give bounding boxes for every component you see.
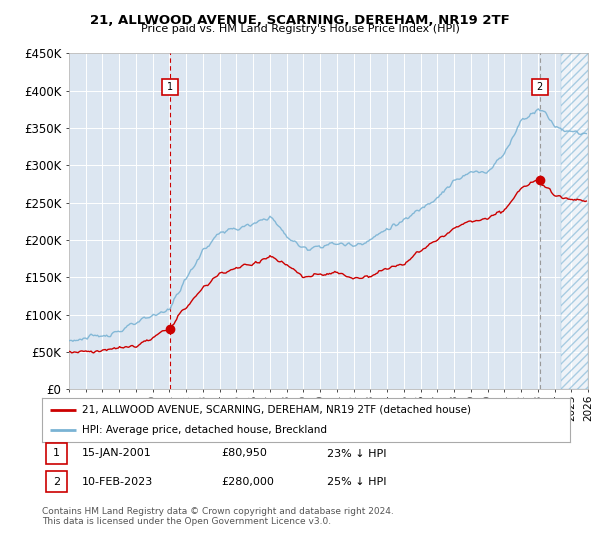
Text: £80,950: £80,950	[221, 449, 268, 459]
FancyBboxPatch shape	[46, 443, 67, 464]
Text: 1: 1	[167, 82, 173, 92]
Text: Price paid vs. HM Land Registry's House Price Index (HPI): Price paid vs. HM Land Registry's House …	[140, 24, 460, 34]
Text: 21, ALLWOOD AVENUE, SCARNING, DEREHAM, NR19 2TF: 21, ALLWOOD AVENUE, SCARNING, DEREHAM, N…	[90, 14, 510, 27]
Text: 2: 2	[536, 82, 543, 92]
Text: £280,000: £280,000	[221, 477, 274, 487]
Text: HPI: Average price, detached house, Breckland: HPI: Average price, detached house, Brec…	[82, 425, 326, 435]
Text: 10-FEB-2023: 10-FEB-2023	[82, 477, 153, 487]
Bar	[561, 53, 588, 389]
Text: 15-JAN-2001: 15-JAN-2001	[82, 449, 151, 459]
Text: 23% ↓ HPI: 23% ↓ HPI	[327, 449, 386, 459]
Text: 21, ALLWOOD AVENUE, SCARNING, DEREHAM, NR19 2TF (detached house): 21, ALLWOOD AVENUE, SCARNING, DEREHAM, N…	[82, 405, 470, 415]
FancyBboxPatch shape	[46, 471, 67, 492]
Text: 1: 1	[53, 449, 60, 459]
Text: Contains HM Land Registry data © Crown copyright and database right 2024.
This d: Contains HM Land Registry data © Crown c…	[42, 507, 394, 526]
Text: 2: 2	[53, 477, 61, 487]
Bar	[561, 53, 588, 389]
Text: 25% ↓ HPI: 25% ↓ HPI	[327, 477, 386, 487]
